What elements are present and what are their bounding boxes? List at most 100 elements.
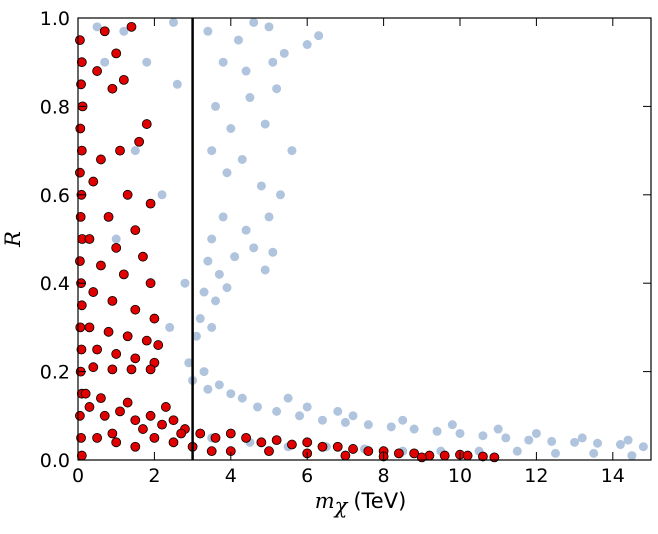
data-point — [203, 256, 213, 266]
data-point — [176, 428, 187, 439]
data-point — [268, 247, 278, 257]
data-point — [593, 438, 603, 448]
data-point — [84, 402, 95, 412]
x-axis-label-unit: (TeV) — [353, 489, 406, 513]
data-point — [287, 439, 297, 450]
data-point — [211, 296, 221, 306]
data-point — [75, 167, 85, 178]
plot-area — [75, 17, 648, 463]
data-point — [138, 424, 148, 434]
data-point — [88, 362, 99, 373]
data-point — [76, 450, 87, 461]
data-point — [122, 189, 133, 200]
data-point — [168, 415, 179, 426]
x-tick-label: 4 — [225, 465, 237, 487]
data-point — [218, 57, 228, 67]
x-tick-label: 10 — [448, 465, 472, 487]
data-point — [199, 287, 209, 297]
data-point — [218, 212, 228, 222]
data-point — [245, 93, 255, 103]
data-point — [547, 436, 557, 446]
data-point — [122, 397, 133, 408]
x-axis-ticks: 0 2 4 6 8 10 12 14 — [72, 18, 625, 487]
data-point — [512, 446, 522, 456]
data-point — [130, 304, 141, 315]
data-point — [107, 364, 118, 375]
data-point — [363, 446, 374, 457]
data-point — [191, 331, 201, 341]
data-point — [172, 79, 182, 89]
data-point — [241, 225, 251, 235]
data-point — [126, 364, 137, 375]
data-point — [207, 234, 217, 244]
data-point — [157, 190, 167, 200]
data-point — [478, 451, 488, 462]
data-point — [103, 326, 114, 337]
data-point — [76, 300, 87, 311]
data-point — [249, 243, 259, 253]
y-tick-label: 0.6 — [40, 185, 70, 207]
data-point — [302, 437, 313, 448]
data-point — [524, 435, 534, 445]
data-point — [142, 57, 152, 67]
data-point — [169, 17, 178, 27]
data-point — [122, 331, 133, 342]
x-tick-label: 8 — [378, 465, 390, 487]
y-tick-label: 0.4 — [40, 273, 70, 295]
data-point — [115, 406, 125, 417]
series-background-points — [92, 17, 648, 461]
data-point — [107, 295, 118, 306]
data-point — [222, 283, 232, 293]
data-point — [88, 176, 99, 187]
data-point — [386, 422, 396, 432]
data-point — [222, 168, 232, 178]
data-point — [149, 313, 160, 324]
data-point — [111, 349, 122, 359]
series-highlight-points — [75, 21, 500, 463]
data-point — [409, 448, 420, 459]
data-point — [249, 17, 259, 27]
data-point — [551, 448, 560, 458]
plot-frame — [77, 17, 652, 461]
x-axis-label-subscript: χ — [333, 494, 349, 518]
y-tick-label: 1.0 — [40, 8, 70, 30]
data-point — [76, 79, 86, 90]
data-point — [348, 444, 358, 454]
data-point — [272, 406, 282, 416]
data-point — [570, 437, 580, 447]
data-point — [130, 225, 141, 236]
data-point — [103, 211, 114, 222]
data-point — [260, 119, 270, 129]
data-point — [145, 364, 156, 375]
data-point — [80, 388, 91, 399]
data-point — [283, 393, 293, 403]
data-point — [531, 428, 541, 438]
data-point — [409, 424, 419, 434]
data-point — [115, 145, 125, 156]
data-point — [145, 410, 156, 421]
data-point — [76, 145, 87, 156]
data-point — [203, 384, 213, 394]
data-point — [462, 450, 473, 461]
data-point — [615, 440, 625, 450]
data-point — [317, 441, 328, 452]
data-point — [88, 287, 99, 297]
data-point — [577, 433, 587, 443]
x-axis-label-symbol: m — [315, 489, 335, 513]
data-point — [211, 101, 221, 111]
data-point — [264, 22, 274, 32]
data-point — [195, 428, 206, 439]
data-point — [195, 314, 205, 324]
data-point — [207, 322, 217, 332]
data-point — [207, 146, 217, 156]
data-point — [268, 57, 278, 67]
data-point — [241, 432, 251, 443]
data-point — [302, 40, 312, 50]
data-point — [141, 335, 152, 346]
data-point — [203, 26, 213, 36]
data-point — [130, 353, 141, 364]
y-tick-label: 0.2 — [40, 362, 70, 384]
data-point — [75, 35, 85, 45]
data-point — [92, 66, 102, 76]
data-point — [439, 450, 450, 461]
